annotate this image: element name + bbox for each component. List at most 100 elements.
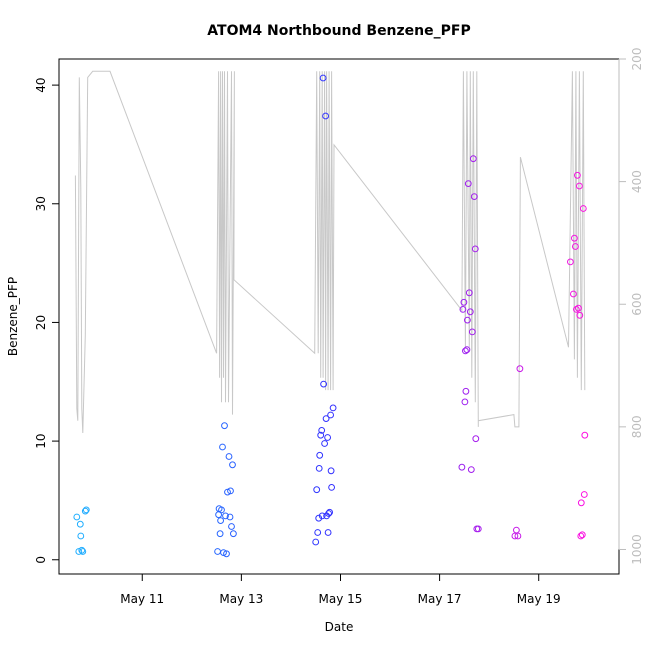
- y-axis-label: Benzene_PFP: [6, 277, 20, 356]
- data-point: [230, 530, 237, 538]
- data-point: [460, 298, 468, 306]
- data-point: [76, 520, 84, 528]
- data-point: [577, 499, 585, 507]
- data-point: [315, 465, 323, 472]
- x-tick-label: May 15: [319, 592, 363, 606]
- altitude-line-layer: [74, 70, 586, 434]
- data-point: [469, 155, 477, 163]
- y-tick-label: 20: [34, 315, 48, 330]
- data-point: [574, 171, 581, 179]
- data-point: [472, 435, 480, 443]
- data-point: [218, 506, 225, 514]
- data-point: [463, 346, 471, 354]
- data-point: [575, 304, 582, 312]
- data-point: [572, 243, 579, 250]
- data-point: [329, 404, 337, 412]
- data-point: [312, 538, 320, 546]
- data-point: [225, 453, 233, 460]
- data-point: [318, 427, 326, 434]
- x-tick-label: May 13: [219, 592, 263, 606]
- data-point: [321, 440, 329, 447]
- data-point: [327, 467, 335, 475]
- data-point: [217, 517, 225, 524]
- data-point: [579, 205, 587, 212]
- y2-tick-label: 200: [630, 48, 644, 71]
- data-point: [513, 526, 520, 534]
- data-point: [471, 245, 479, 253]
- data-point: [462, 387, 470, 395]
- data-point: [319, 74, 327, 82]
- data-point: [467, 466, 475, 474]
- data-point: [216, 530, 224, 538]
- data-point: [571, 234, 578, 242]
- data-point: [223, 550, 230, 558]
- data-point: [514, 532, 522, 540]
- y2-tick-label: 400: [630, 170, 644, 193]
- data-point: [461, 398, 469, 406]
- y-tick-label: 10: [34, 433, 48, 448]
- y2-tick-label: 1000: [630, 534, 644, 565]
- chart-title: ATOM4 Northbound Benzene_PFP: [207, 23, 470, 39]
- data-point: [326, 508, 334, 516]
- data-point: [578, 531, 586, 539]
- x-tick-label: May 11: [120, 592, 164, 606]
- data-point: [458, 463, 466, 471]
- x-tick-label: May 17: [418, 592, 462, 606]
- data-point: [317, 431, 325, 439]
- data-points-layer: [73, 74, 589, 558]
- data-point: [327, 411, 335, 419]
- data-point: [222, 512, 229, 520]
- data-point: [567, 258, 574, 266]
- data-point: [227, 487, 234, 495]
- data-point: [82, 506, 90, 514]
- data-point: [219, 443, 226, 451]
- data-point: [228, 523, 235, 530]
- data-point: [324, 529, 332, 536]
- data-point: [318, 512, 326, 520]
- data-point: [462, 347, 469, 355]
- axes-layer: May 11 May 13 May 15 May 17 May 19 0 10 20 30 40 2…: [34, 48, 644, 606]
- altitude-series-line: [74, 70, 586, 434]
- data-point: [320, 380, 328, 388]
- data-point: [81, 507, 89, 515]
- data-point: [328, 484, 336, 491]
- data-point: [315, 514, 323, 522]
- data-point: [79, 548, 87, 555]
- plot-frame: [58, 58, 620, 575]
- y2-tick-label: 800: [630, 415, 644, 438]
- data-point: [316, 451, 324, 459]
- data-point: [576, 182, 583, 190]
- data-point: [313, 486, 321, 494]
- data-point: [465, 289, 473, 297]
- data-point: [78, 546, 86, 554]
- y2-tick-label: 600: [630, 293, 644, 316]
- data-point: [314, 529, 322, 536]
- data-point: [214, 548, 222, 555]
- data-point: [466, 308, 474, 316]
- y-tick-label: 0: [34, 556, 48, 564]
- data-point: [570, 290, 577, 298]
- data-point: [322, 415, 330, 423]
- data-point: [468, 328, 476, 336]
- data-point: [226, 513, 234, 521]
- data-point: [464, 180, 472, 188]
- data-point: [459, 306, 467, 313]
- data-point: [576, 311, 584, 319]
- data-point: [577, 532, 585, 540]
- data-point: [224, 488, 231, 496]
- data-point: [324, 434, 332, 441]
- data-point: [464, 316, 471, 324]
- x-axis-label: Date: [325, 620, 354, 634]
- data-point: [221, 422, 228, 430]
- data-point: [73, 513, 81, 521]
- y-tick-label: 30: [34, 196, 48, 211]
- data-point: [470, 193, 478, 201]
- data-point: [220, 549, 227, 556]
- data-point: [229, 461, 236, 469]
- data-point: [474, 525, 482, 533]
- data-point: [325, 510, 333, 517]
- data-point: [322, 112, 330, 120]
- data-point: [581, 431, 589, 439]
- y-tick-label: 40: [34, 77, 48, 92]
